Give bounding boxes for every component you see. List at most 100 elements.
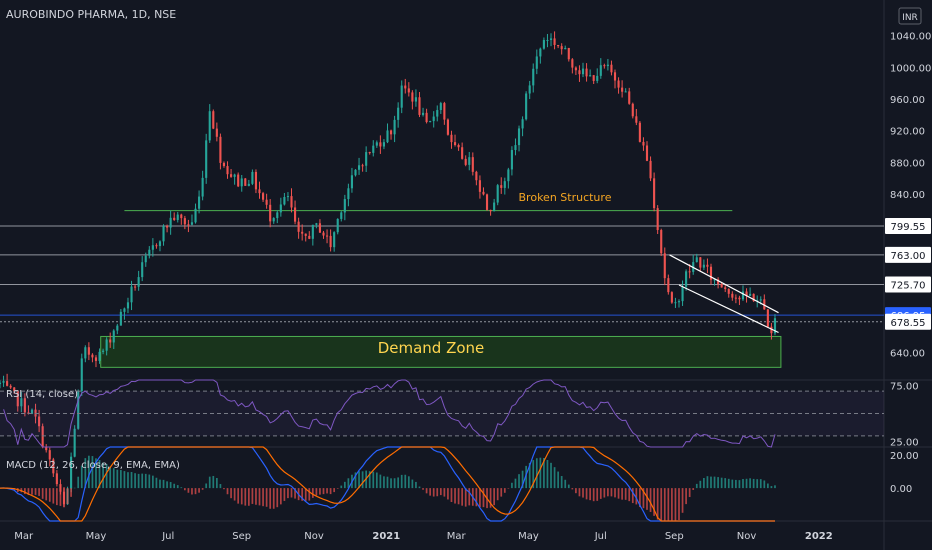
macd-hist-bar	[731, 479, 734, 489]
candle	[610, 60, 613, 76]
candle	[151, 238, 154, 257]
macd-hist-bar	[34, 488, 37, 495]
macd-hist-bar	[31, 488, 33, 495]
macd-hist-bar	[63, 488, 65, 507]
macd-hist-bar	[749, 478, 751, 489]
macd-hist-bar	[48, 488, 51, 502]
candle-body	[315, 223, 318, 225]
candle-body	[365, 152, 368, 166]
candle	[542, 37, 545, 50]
candle-body	[301, 231, 304, 234]
macd-hist-bar	[628, 488, 631, 502]
demand-zone-box[interactable]	[100, 335, 782, 368]
x-tick-label: May	[86, 531, 107, 542]
candle-body	[649, 160, 652, 179]
candle	[155, 243, 158, 249]
macd-hist-bar	[276, 488, 279, 508]
macd-hist-bar	[479, 488, 481, 508]
candle	[717, 277, 720, 289]
macd-hist-bar	[439, 488, 442, 496]
candle	[80, 353, 83, 396]
candle	[325, 229, 329, 244]
y-tick-label: 1040.00	[890, 32, 931, 43]
candle-body	[70, 456, 73, 489]
macd-hist-bar	[80, 465, 83, 489]
macd-hist-bar	[432, 488, 435, 497]
candle	[333, 231, 336, 252]
candle	[91, 353, 94, 363]
candle-body	[293, 207, 297, 222]
candle-body	[496, 185, 499, 203]
candle	[425, 108, 428, 124]
macd-hist-bar	[393, 478, 396, 489]
candle-body	[73, 428, 76, 457]
candle	[560, 43, 563, 55]
candle	[653, 172, 656, 212]
candle	[38, 409, 41, 433]
candle	[670, 291, 673, 304]
candle-body	[244, 178, 247, 186]
candle	[649, 156, 652, 182]
candle	[329, 229, 332, 252]
macd-hist-bar	[372, 471, 375, 489]
candle-body	[482, 191, 485, 195]
currency-badge[interactable]	[898, 7, 922, 25]
candle	[485, 193, 489, 211]
candle	[674, 297, 677, 309]
candle	[517, 125, 521, 152]
candle	[194, 203, 197, 224]
macd-hist-bar	[91, 456, 94, 489]
macd-hist-bar	[88, 455, 90, 489]
candle-body	[336, 218, 339, 233]
macd-hist-bar	[215, 478, 218, 489]
candle	[734, 294, 737, 304]
candle	[141, 256, 144, 282]
candle	[290, 188, 293, 213]
candle-body	[702, 264, 705, 268]
candle-body	[269, 204, 272, 222]
candle	[656, 205, 659, 234]
candle	[724, 284, 727, 293]
macd-hist-bar	[116, 469, 119, 489]
macd-hist-bar	[745, 478, 748, 489]
candle-body	[485, 194, 489, 210]
y-tick-label: 840.00	[890, 190, 925, 201]
candle	[642, 137, 645, 151]
candle	[407, 82, 410, 97]
macd-hist-bar	[166, 481, 168, 489]
candle	[322, 230, 325, 239]
macd-hist-bar	[159, 479, 161, 489]
candle	[713, 279, 716, 286]
candle-body	[372, 145, 375, 153]
candle	[116, 323, 119, 335]
candle	[254, 169, 258, 194]
candle-body	[265, 199, 268, 205]
candle-body	[766, 309, 769, 327]
candle	[525, 91, 528, 121]
candle-body	[425, 112, 428, 123]
candle-body	[308, 235, 311, 239]
candle	[222, 161, 226, 168]
candle-body	[94, 357, 98, 361]
candle	[372, 140, 375, 157]
candle	[439, 101, 442, 114]
candle	[2, 375, 5, 387]
candle	[685, 269, 688, 291]
candle	[52, 457, 55, 478]
candle-body	[201, 177, 204, 197]
candle	[514, 138, 517, 156]
macd-hist-bar	[443, 488, 446, 497]
macd-hist-bar	[692, 488, 695, 490]
candle-body	[258, 189, 261, 194]
candle-body	[557, 44, 560, 47]
candle-body	[400, 85, 403, 108]
candle	[510, 146, 513, 176]
candle	[553, 31, 556, 50]
candle	[752, 293, 755, 302]
candle-body	[311, 224, 314, 239]
candle	[137, 270, 140, 291]
macd-hist-bar	[631, 488, 634, 504]
level-badge-label: 763.00	[891, 251, 926, 262]
macd-hist-bar	[678, 488, 680, 521]
